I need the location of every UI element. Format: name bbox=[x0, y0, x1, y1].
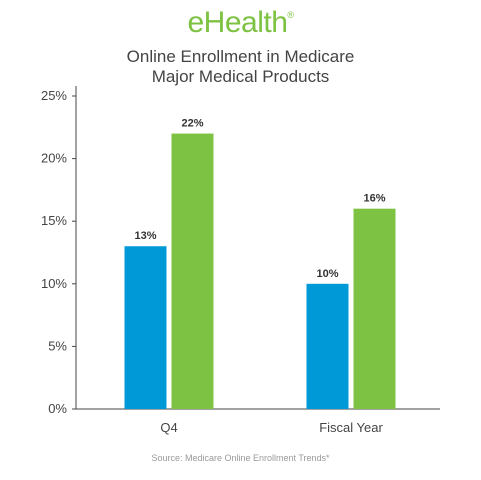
chart-title-line-2: Major Medical Products bbox=[151, 67, 330, 86]
data-label: 22% bbox=[181, 118, 203, 130]
bar bbox=[353, 208, 396, 409]
y-tick-label: 5% bbox=[48, 338, 67, 353]
bar bbox=[171, 133, 214, 409]
ehealth-logo: eHealth® bbox=[187, 6, 294, 39]
x-tick-label: Q4 bbox=[160, 420, 177, 435]
y-tick-label: 0% bbox=[48, 401, 67, 416]
data-label: 10% bbox=[316, 268, 338, 280]
chart-title-line-1: Online Enrollment in Medicare bbox=[126, 47, 355, 66]
data-label: 13% bbox=[134, 230, 156, 242]
bar bbox=[124, 246, 167, 409]
source-note: Source: Medicare Online Enrollment Trend… bbox=[151, 453, 330, 463]
y-tick-label: 15% bbox=[41, 213, 67, 228]
y-tick-label: 20% bbox=[41, 151, 67, 166]
x-tick-label: Fiscal Year bbox=[319, 420, 383, 435]
y-tick-label: 25% bbox=[41, 88, 67, 103]
bar bbox=[306, 283, 349, 409]
y-tick-label: 10% bbox=[41, 276, 67, 291]
data-label: 16% bbox=[363, 193, 385, 205]
registered-mark: ® bbox=[287, 10, 294, 20]
